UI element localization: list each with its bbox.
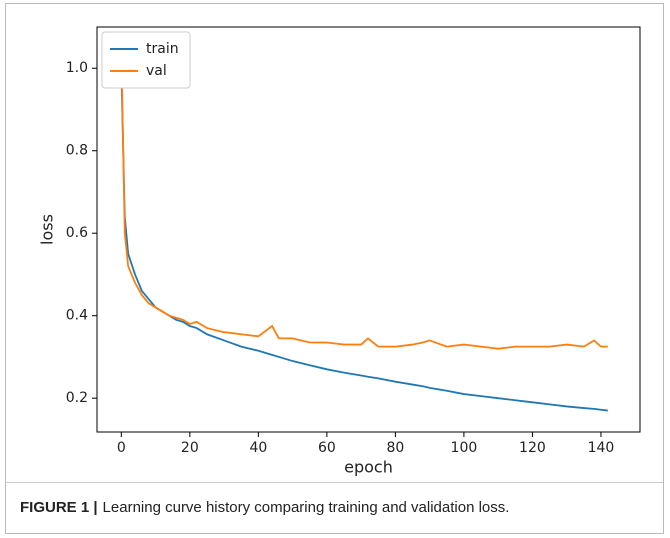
y-axis-label: loss <box>38 214 57 245</box>
x-tick-label: 20 <box>181 440 199 456</box>
x-tick-label: 100 <box>451 440 478 456</box>
caption: FIGURE 1 | Learning curve history compari… <box>20 499 509 516</box>
caption-text: Learning curve history comparing trainin… <box>103 499 510 516</box>
legend-box <box>101 31 191 89</box>
y-tick-label: 0.4 <box>66 308 88 324</box>
y-tick-label: 0.6 <box>66 225 88 241</box>
figure-border <box>5 3 664 534</box>
x-tick-label: 80 <box>386 440 404 456</box>
plot-frame <box>96 26 641 433</box>
y-tick-label: 0.8 <box>66 143 88 159</box>
x-tick-label: 60 <box>318 440 336 456</box>
y-tick-label: 1.0 <box>66 60 88 76</box>
x-tick-label: 120 <box>519 440 546 456</box>
legend-label: val <box>146 63 167 79</box>
y-tick-label: 0.2 <box>66 390 88 406</box>
x-tick-label: 140 <box>588 440 615 456</box>
x-tick-label: 40 <box>249 440 267 456</box>
legend-label: train <box>146 41 179 57</box>
caption-label: FIGURE 1 | <box>20 499 98 516</box>
line <box>120 47 608 350</box>
x-axis-label: epoch <box>344 458 393 477</box>
x-tick-label: 0 <box>117 440 126 456</box>
